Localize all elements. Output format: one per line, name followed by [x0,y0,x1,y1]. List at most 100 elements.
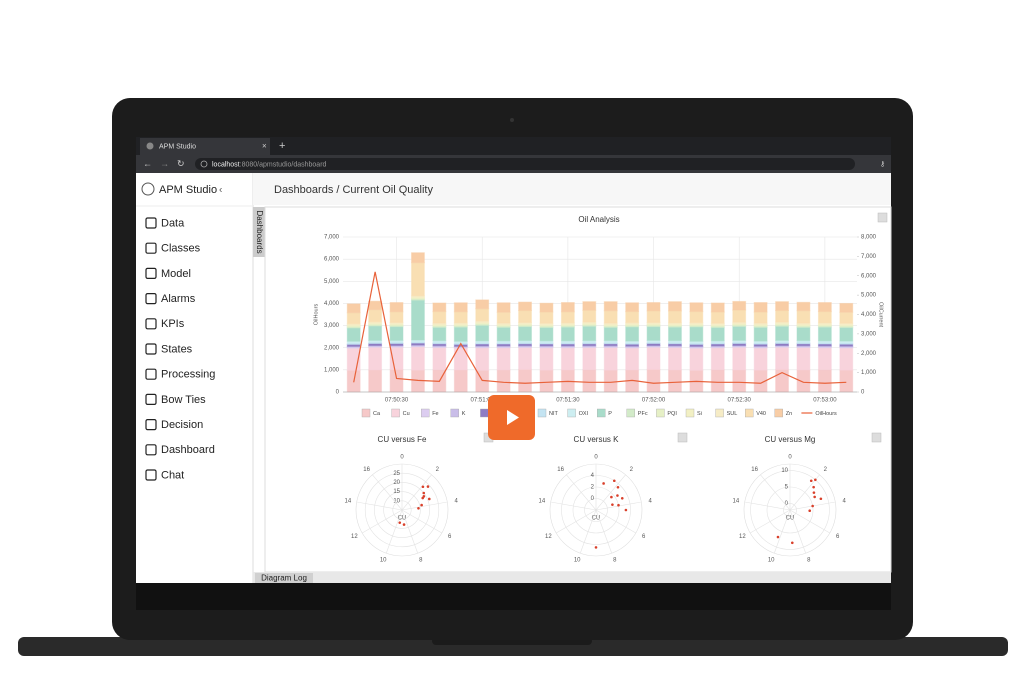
bar-segment [475,308,490,322]
legend-swatch [391,408,400,418]
forward[interactable]: → [160,158,169,168]
legend-label[interactable]: P [608,411,612,417]
bar-segment [582,369,597,393]
y2-tick-label: 8,000 [861,235,877,241]
legend-swatch [537,408,547,418]
bar-segment [817,347,832,371]
legend-label[interactable]: PQI [667,411,677,417]
bar-segment [496,311,511,324]
play-icon [507,410,519,425]
legend-label[interactable]: V40 [756,411,766,417]
screen-bottom [136,583,891,610]
back[interactable]: ← [143,158,152,168]
x-tick-label: 07:52:00 [642,398,666,404]
menu-item[interactable]: Data [161,217,185,229]
bar-segment [368,369,383,393]
legend-label[interactable]: Zn [786,411,792,417]
tab-close[interactable]: × [262,142,267,151]
bar-segment [518,368,532,393]
bar-segment [732,300,747,311]
menu-item[interactable]: Chat [161,469,184,481]
bar-segment [475,324,490,342]
menu-item[interactable]: Processing [161,369,215,381]
y-tick-label: 4,000 [324,301,340,307]
menu-item[interactable]: Alarms [161,293,196,305]
side-tab[interactable] [253,207,265,257]
menu-item[interactable]: Model [161,268,191,280]
browser-tab[interactable] [140,138,270,155]
bar-segment [389,311,404,323]
chart-menu[interactable] [871,432,882,443]
y2-tick-label: 6,000 [861,273,877,279]
theta-tick-label: 4 [454,498,458,504]
menu: Data Classes Model Alarms KPIs States Processi… [145,217,215,481]
legend-label[interactable]: Fe [432,411,438,417]
polar-spoke [595,474,626,511]
polar-point [426,485,430,488]
polar-point [594,546,598,549]
legend-swatch [745,408,754,418]
polar-point [624,508,628,512]
menu-item[interactable]: States [161,343,193,355]
polar-spoke [750,509,791,534]
polar-point [402,523,406,526]
collapse[interactable]: ‹ [219,185,222,196]
menu-icon [145,343,157,355]
polar-point [610,495,613,499]
chart-menu[interactable] [677,432,688,443]
legend-label[interactable]: Si [697,411,702,417]
bar-segment [753,302,768,313]
chart-menu[interactable] [877,212,888,223]
y-tick-label: 5,000 [324,279,340,285]
bar-segment [689,326,704,342]
tab-icon [146,142,154,150]
sidebar-title: APM Studio [159,184,217,196]
menu-item[interactable]: KPIs [161,318,185,330]
legend-label[interactable]: PFc [638,411,648,417]
legend-label[interactable]: Ca [373,411,381,417]
bar-segment [368,346,383,371]
theta-tick-label: 6 [642,534,646,540]
legend-label[interactable]: SUL [727,411,738,417]
menu-item[interactable]: Classes [161,243,201,255]
theta-tick-label: 0 [788,455,792,461]
bar-segment [668,326,682,342]
theta-tick-label: 12 [545,534,552,540]
logo [141,182,155,196]
r-tick-label: 4 [591,473,595,479]
polar-point [812,491,816,494]
chart-title: Oil Analysis [578,215,619,224]
r-tick-label: 5 [785,485,789,491]
bar-segment [582,346,597,371]
polar-point [422,495,426,498]
menu-item[interactable]: Decision [161,419,203,431]
legend-label[interactable]: OilHours [815,411,837,417]
bar-segment [817,326,832,342]
new-tab[interactable]: + [279,140,285,152]
x-tick-label: 07:50:30 [385,398,409,404]
bar-segment [368,309,383,323]
legend-label[interactable]: NIT [549,411,559,417]
url-field[interactable] [195,158,855,170]
bottom-tab[interactable] [255,573,313,583]
menu-item[interactable]: Bow Ties [161,394,206,406]
polar-spoke [556,509,597,534]
bar-segment [625,311,640,324]
legend-swatch [656,408,665,418]
reload[interactable]: ↻ [177,158,185,168]
legend-label[interactable]: Cu [403,411,410,417]
bar-segment [753,326,768,342]
polar-spoke [372,474,403,511]
bar-segment [496,369,511,393]
menu-item[interactable]: Dashboard [161,444,215,456]
menu-icon [145,267,157,279]
legend-label[interactable]: OXI [579,411,589,417]
bar-segment [453,326,468,342]
legend-label[interactable]: K [462,411,466,417]
y-tick-label: 2,000 [324,345,340,351]
bar-segment [839,302,854,313]
theta-tick-label: 10 [380,557,387,563]
theta-tick-label: 16 [751,467,758,473]
polar-point [417,506,420,510]
bar-segment [646,302,661,312]
